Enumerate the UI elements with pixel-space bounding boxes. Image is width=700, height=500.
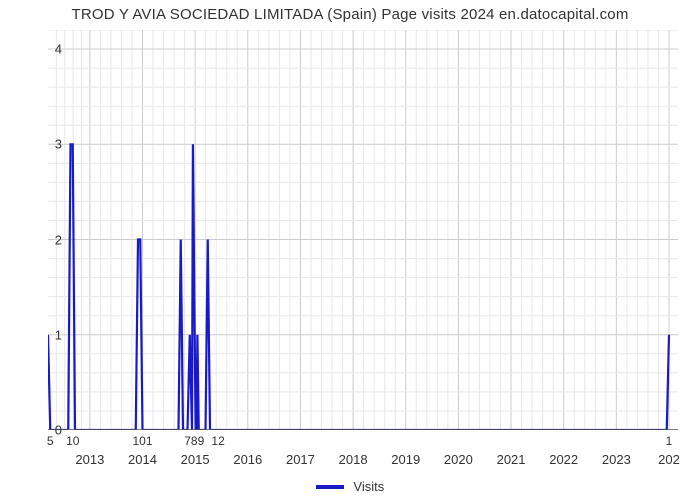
legend: Visits	[0, 478, 700, 494]
y-tick-label: 2	[42, 232, 62, 247]
y-tick-label: 1	[42, 327, 62, 342]
x-tick-label: 2023	[602, 452, 631, 467]
x-tick-label: 2020	[444, 452, 473, 467]
data-point-label: 12	[211, 434, 224, 448]
x-tick-label: 2019	[391, 452, 420, 467]
x-tick-label: 2022	[549, 452, 578, 467]
data-point-label: 101	[132, 434, 152, 448]
y-tick-label: 4	[42, 42, 62, 57]
x-tick-label: 2018	[339, 452, 368, 467]
data-point-label: 789	[184, 434, 204, 448]
y-tick-label: 3	[42, 137, 62, 152]
data-point-label: 5	[47, 434, 54, 448]
x-tick-label: 2017	[286, 452, 315, 467]
x-tick-label: 2014	[128, 452, 157, 467]
x-tick-label: 2013	[75, 452, 104, 467]
x-tick-label: 2015	[181, 452, 210, 467]
legend-label: Visits	[353, 479, 384, 494]
plot-svg	[48, 30, 678, 430]
data-point-label: 1	[666, 434, 673, 448]
data-point-label: 10	[66, 434, 79, 448]
chart-container: TROD Y AVIA SOCIEDAD LIMITADA (Spain) Pa…	[0, 0, 700, 500]
chart-title: TROD Y AVIA SOCIEDAD LIMITADA (Spain) Pa…	[0, 6, 700, 23]
x-tick-label: 2016	[233, 452, 262, 467]
x-tick-label: 2021	[497, 452, 526, 467]
plot-area	[48, 30, 678, 430]
x-tick-label: 202	[658, 452, 680, 467]
legend-swatch	[316, 485, 344, 489]
